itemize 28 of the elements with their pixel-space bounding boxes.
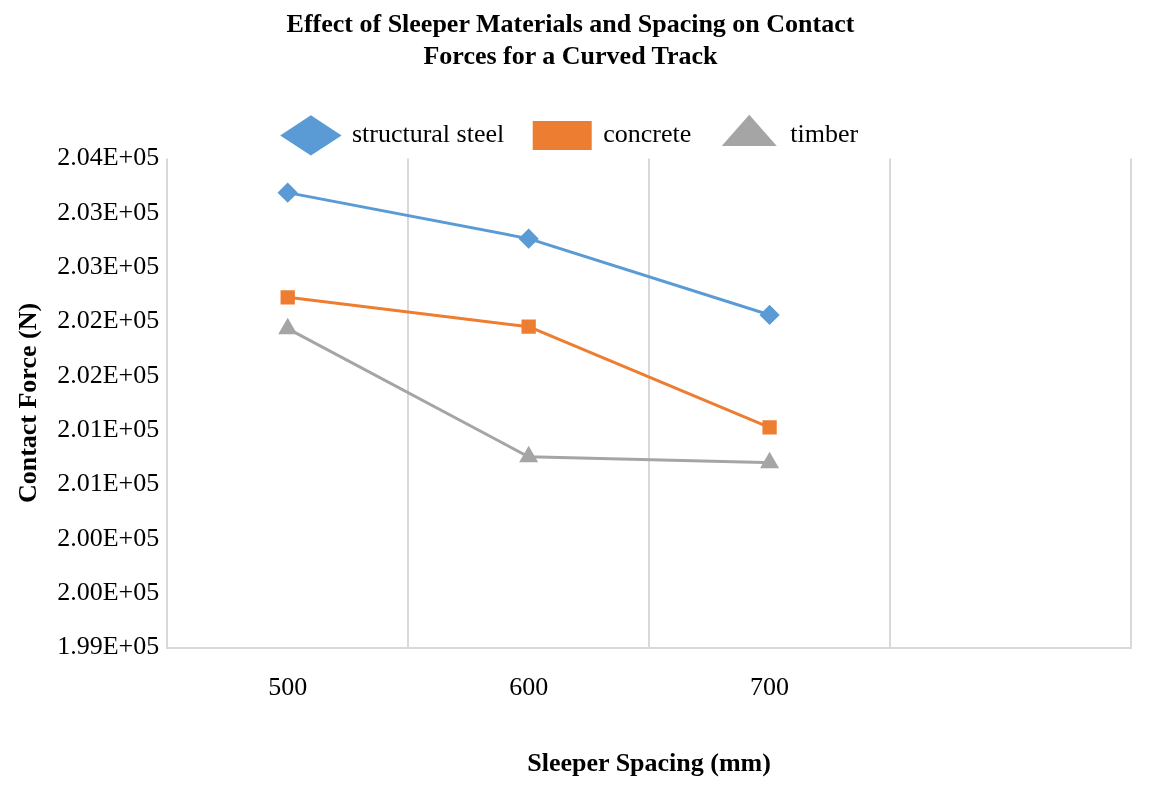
x-tick-label: 600 [509,672,549,702]
chart-title: Effect of Sleeper Materials and Spacing on Contact Forces for a Curved Track [286,9,855,70]
point [760,305,780,325]
point [762,420,777,435]
legend-label: structural steel [351,119,505,149]
y-tick-label: 2.00E+05 [57,577,160,607]
point [279,319,297,335]
y-tick-label: 2.01E+05 [57,414,160,444]
y-tick-label: 2.02E+05 [57,305,160,335]
y-tick-label: 2.00E+05 [57,522,160,552]
y-axis-title: Contact Force (N) [13,302,43,504]
x-axis-title: Sleeper Spacing (mm) [527,748,771,778]
x-tick-label: 700 [750,672,790,702]
x-tick-label: 500 [268,672,308,702]
legend-label: timber [790,119,859,149]
point [521,319,536,334]
legend-label: concrete [603,119,692,149]
y-tick-label: 1.99E+05 [57,631,160,661]
point [280,290,295,305]
y-tick-label: 2.01E+05 [57,468,160,498]
y-tick-label: 2.03E+05 [57,250,160,280]
point [520,447,538,463]
y-tick-label: 2.03E+05 [57,196,160,226]
y-tick-label: 2.02E+05 [57,359,160,389]
point [519,229,539,249]
point [761,453,779,469]
point [278,183,298,203]
y-tick-label: 2.04E+05 [57,142,160,172]
